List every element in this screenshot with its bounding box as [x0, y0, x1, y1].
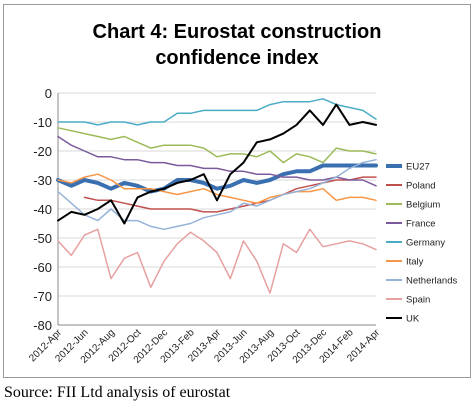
series-line-italy [57, 173, 377, 204]
legend-item-label: Belgium [406, 200, 440, 211]
y-axis-ticks: 0 -10 -20 -30 -40 -50 -60 -70 -80 [33, 86, 52, 333]
y-tick-label: -30 [33, 173, 52, 188]
legend-item-label: Italy [406, 257, 424, 268]
series-line-belgium [57, 127, 377, 164]
source-note: Source: FII Ltd analysis of eurostat [4, 384, 231, 401]
series-line-eu27 [56, 163, 378, 194]
series-line-germany [57, 98, 377, 126]
y-tick-label: -20 [33, 144, 52, 159]
series-lines [56, 98, 378, 294]
legend-item-label: France [406, 219, 436, 230]
y-tick-label: -70 [33, 289, 52, 304]
legend-item-label: Spain [406, 295, 430, 306]
series-line-netherlands [57, 158, 377, 231]
series-line-france [57, 135, 377, 187]
y-gridlines [57, 92, 376, 326]
legend-item-label: Germany [406, 238, 445, 249]
legend: EU27 Poland Belgium France Germany Italy Nethe… [386, 162, 457, 325]
legend-item-label: Netherlands [406, 276, 457, 287]
y-tick-label: 0 [45, 86, 52, 101]
series-line-uk [57, 103, 377, 225]
y-tick-label: -80 [33, 318, 52, 333]
y-tick-label: -60 [33, 260, 52, 275]
y-tick-label: -50 [33, 231, 52, 246]
legend-item-label: EU27 [406, 162, 430, 173]
series-line-spain [57, 228, 377, 294]
chart-frame [3, 4, 471, 378]
legend-item-label: Poland [406, 181, 436, 192]
chart-title-line-2: confidence index [155, 47, 318, 69]
legend-item-label: UK [406, 314, 420, 325]
y-tick-label: -10 [33, 115, 52, 130]
y-tick-label: -40 [33, 202, 52, 217]
chart-title-line-1: Chart 4: Eurostat construction [93, 21, 382, 43]
x-axis-ticks: 2012-Apr2012-Jun2012-Aug2012-Oct2012-Dec… [27, 327, 382, 366]
